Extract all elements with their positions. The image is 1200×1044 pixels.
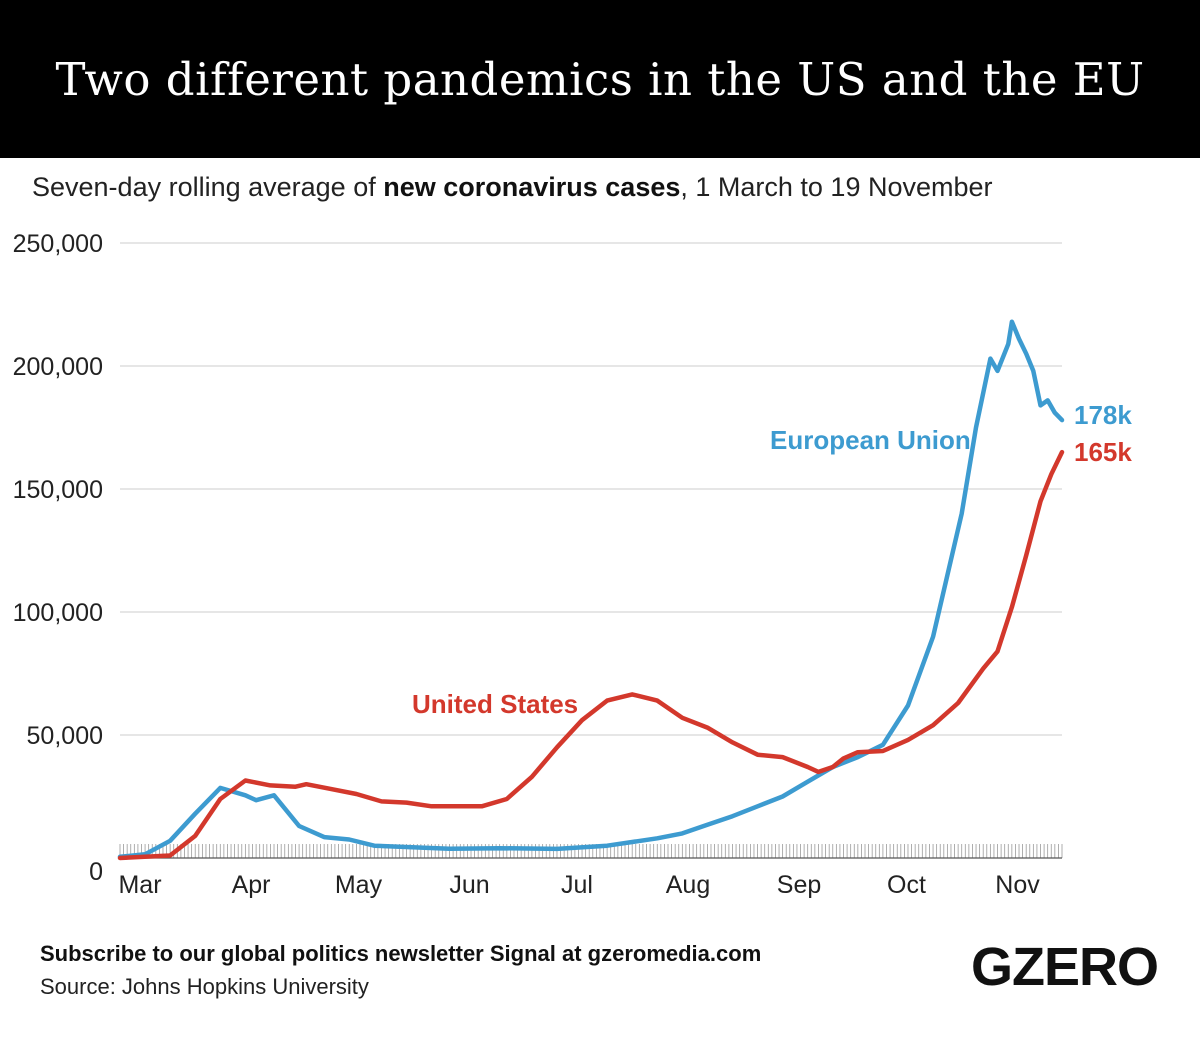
subtitle-suffix: , 1 March to 19 November (680, 172, 993, 202)
y-tick-label: 100,000 (13, 599, 103, 627)
x-tick-label: Mar (118, 871, 161, 899)
chart-title: Two different pandemics in the US and th… (55, 52, 1145, 106)
x-tick-label: Sep (777, 871, 821, 899)
series-line-united-states (117, 449, 1065, 861)
x-tick-label: May (335, 871, 383, 899)
y-tick-label: 0 (89, 858, 103, 886)
x-tick-label: Apr (232, 871, 271, 899)
y-tick-label: 250,000 (13, 230, 103, 258)
y-tick-label: 50,000 (27, 722, 103, 750)
end-value-label-united-states: 165k (1074, 437, 1132, 467)
subtitle-prefix: Seven-day rolling average of (32, 172, 384, 202)
x-tick-label: Nov (995, 871, 1040, 899)
title-bar: Two different pandemics in the US and th… (0, 0, 1200, 158)
end-value-label-european-union: 178k (1074, 400, 1132, 430)
series-line-european-union (117, 319, 1065, 860)
x-tick-label: Oct (887, 871, 926, 899)
gzero-logo: GZERO (970, 937, 1159, 997)
source-text: Source: Johns Hopkins University (40, 974, 369, 999)
series-label-united-states: United States (412, 689, 578, 719)
axis-labels: 0 50,000 100,000 150,000 200,000 250,000 Mar Ap… (13, 230, 1041, 899)
chart-subtitle: Seven-day rolling average of new coronav… (32, 172, 993, 203)
y-tick-label: 200,000 (13, 353, 103, 381)
y-tick-label: 150,000 (13, 476, 103, 504)
subscribe-text: Subscribe to our global politics newslet… (40, 941, 762, 966)
x-tick-label: Aug (666, 871, 710, 899)
series-label-european-union: European Union (770, 425, 971, 455)
gridlines (120, 242, 1062, 736)
subtitle-emphasis: new coronavirus cases (383, 172, 681, 202)
x-tick-label: Jun (449, 871, 489, 899)
x-tick-label: Jul (561, 871, 593, 899)
series-lines (117, 319, 1065, 861)
